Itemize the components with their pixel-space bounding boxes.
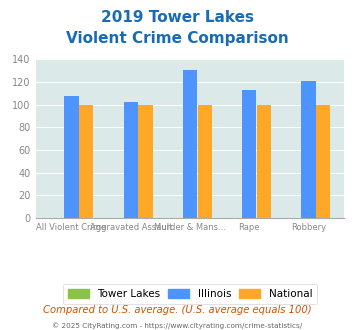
Legend: Tower Lakes, Illinois, National: Tower Lakes, Illinois, National [62, 284, 317, 305]
Text: 2019 Tower Lakes: 2019 Tower Lakes [101, 10, 254, 25]
Bar [79, 105, 93, 218]
Bar [242, 90, 256, 218]
Text: © 2025 CityRating.com - https://www.cityrating.com/crime-statistics/: © 2025 CityRating.com - https://www.city… [53, 323, 302, 329]
Bar [64, 96, 78, 218]
Bar [138, 105, 153, 218]
Bar [257, 105, 271, 218]
Bar [124, 102, 138, 218]
Text: Violent Crime Comparison: Violent Crime Comparison [66, 31, 289, 46]
Text: Compared to U.S. average. (U.S. average equals 100): Compared to U.S. average. (U.S. average … [43, 305, 312, 315]
Bar [301, 81, 316, 218]
Bar [316, 105, 330, 218]
Bar [183, 70, 197, 218]
Bar [198, 105, 212, 218]
